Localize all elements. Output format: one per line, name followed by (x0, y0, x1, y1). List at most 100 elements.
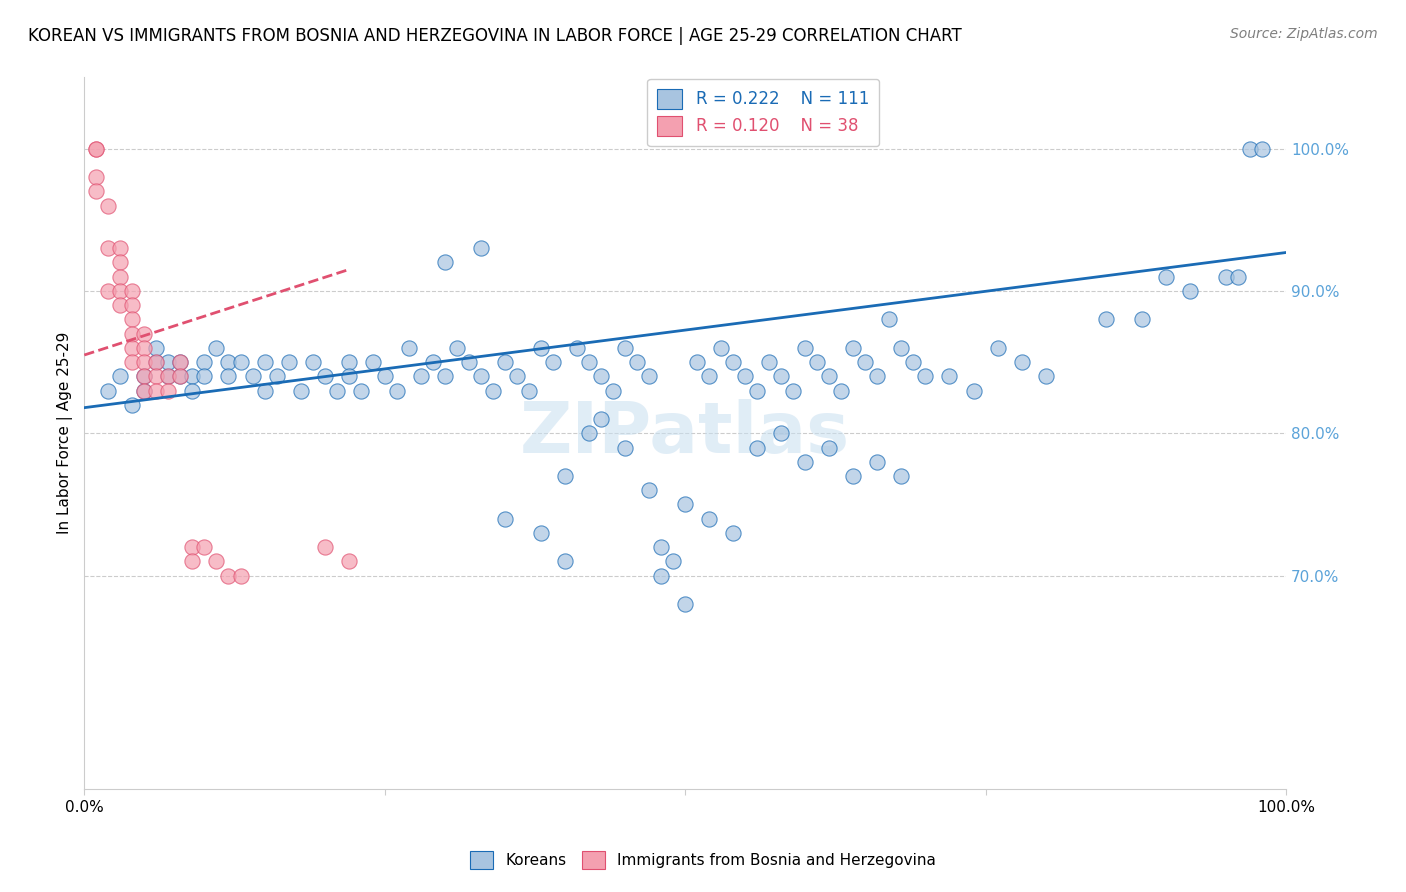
Point (686, 355, 709, 369)
Point (181, 384, 204, 398)
Point (218, 369, 240, 384)
Point (361, 355, 384, 369)
Point (638, 369, 661, 384)
Point (84, 142, 107, 156)
Point (374, 369, 396, 384)
Point (962, 384, 984, 398)
Point (169, 369, 191, 384)
Point (554, 554, 576, 568)
Point (782, 384, 804, 398)
Point (602, 384, 624, 398)
Point (794, 455, 817, 469)
Point (470, 241, 492, 255)
Point (433, 255, 456, 269)
Point (482, 384, 505, 398)
Point (134, 326, 156, 341)
Point (181, 554, 204, 568)
Point (145, 369, 167, 384)
Point (710, 341, 733, 355)
Point (650, 568, 672, 582)
Point (97, 284, 120, 298)
Point (470, 369, 492, 384)
Point (517, 384, 540, 398)
Point (409, 369, 432, 384)
Point (157, 369, 180, 384)
Point (554, 469, 576, 483)
Point (1239, 142, 1261, 156)
Point (277, 355, 299, 369)
Point (1094, 312, 1116, 326)
Point (193, 369, 215, 384)
Point (181, 540, 204, 554)
Point (626, 355, 648, 369)
Point (193, 355, 215, 369)
Point (337, 554, 360, 568)
Point (97, 241, 120, 255)
Point (169, 369, 191, 384)
Point (721, 525, 744, 540)
Point (457, 355, 479, 369)
Text: Source: ZipAtlas.com: Source: ZipAtlas.com (1230, 27, 1378, 41)
Point (121, 341, 143, 355)
Point (589, 412, 612, 426)
Point (229, 355, 252, 369)
Point (1011, 355, 1033, 369)
Point (134, 355, 156, 369)
Point (121, 398, 143, 412)
Point (879, 312, 901, 326)
Point (853, 355, 876, 369)
Point (1035, 369, 1057, 384)
Point (1215, 269, 1237, 284)
Point (987, 341, 1010, 355)
Point (337, 355, 360, 369)
Legend: R = 0.222    N = 111, R = 0.120    N = 38: R = 0.222 N = 111, R = 0.120 N = 38 (647, 78, 879, 146)
Point (398, 341, 420, 355)
Point (145, 355, 167, 369)
Point (494, 355, 516, 369)
Point (253, 355, 276, 369)
Point (314, 540, 336, 554)
Point (673, 597, 696, 611)
Legend: Koreans, Immigrants from Bosnia and Herzegovina: Koreans, Immigrants from Bosnia and Herz… (464, 845, 942, 875)
Point (97, 198, 120, 212)
Point (650, 540, 672, 554)
Point (242, 369, 264, 384)
Point (84, 184, 107, 198)
Point (97, 384, 120, 398)
Point (134, 384, 156, 398)
Point (589, 369, 612, 384)
Point (157, 369, 180, 384)
Point (110, 241, 132, 255)
Point (1178, 284, 1201, 298)
Point (1226, 269, 1249, 284)
Point (134, 369, 156, 384)
Point (530, 341, 553, 355)
Point (157, 355, 180, 369)
Point (565, 341, 588, 355)
Point (578, 426, 600, 441)
Point (84, 142, 107, 156)
Point (1130, 312, 1153, 326)
Point (914, 369, 936, 384)
Point (218, 355, 240, 369)
Text: ZIPatlas: ZIPatlas (520, 399, 851, 467)
Point (866, 369, 889, 384)
Point (145, 355, 167, 369)
Point (169, 355, 191, 369)
Point (325, 384, 347, 398)
Point (673, 498, 696, 512)
Point (697, 511, 720, 525)
Point (157, 384, 180, 398)
Point (181, 369, 204, 384)
Point (541, 355, 564, 369)
Point (890, 469, 912, 483)
Point (830, 384, 852, 398)
Point (301, 355, 323, 369)
Point (205, 554, 228, 568)
Point (938, 369, 960, 384)
Point (385, 384, 408, 398)
Point (614, 341, 637, 355)
Text: KOREAN VS IMMIGRANTS FROM BOSNIA AND HERZEGOVINA IN LABOR FORCE | AGE 25-29 CORR: KOREAN VS IMMIGRANTS FROM BOSNIA AND HER… (28, 27, 962, 45)
Point (290, 384, 312, 398)
Point (121, 312, 143, 326)
